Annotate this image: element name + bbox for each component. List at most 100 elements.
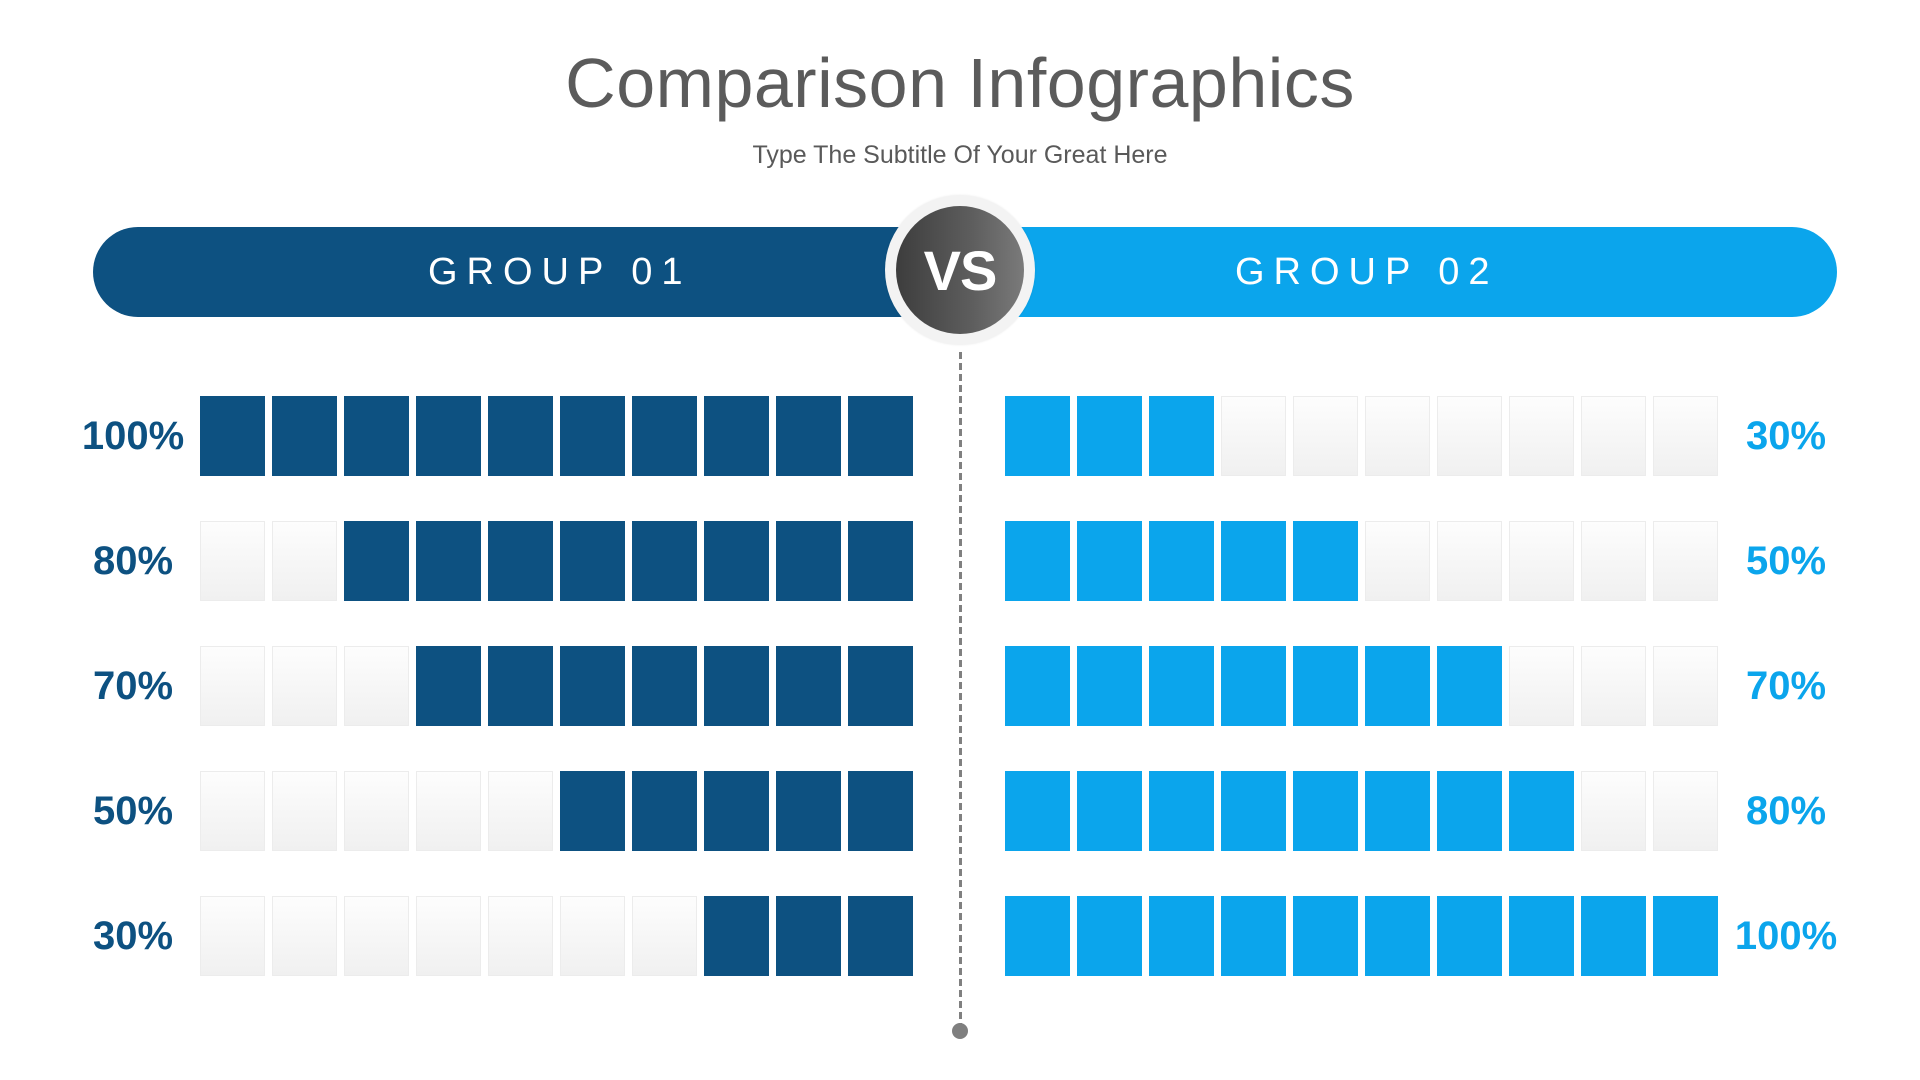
group-02-bar [1005, 896, 1718, 976]
group-01-bar [200, 896, 913, 976]
group-02-percent-label: 100% [1734, 913, 1838, 958]
empty-cell [272, 771, 337, 851]
group-02-percent-label: 30% [1745, 413, 1827, 458]
empty-cell [344, 771, 409, 851]
filled-cell [560, 396, 625, 476]
filled-cell [848, 771, 913, 851]
filled-cell [776, 396, 841, 476]
empty-cell [1221, 396, 1286, 476]
filled-cell [1221, 771, 1286, 851]
empty-cell [1365, 521, 1430, 601]
filled-cell [776, 771, 841, 851]
filled-cell [344, 396, 409, 476]
filled-cell [1509, 896, 1574, 976]
empty-cell [1581, 646, 1646, 726]
filled-cell [1005, 521, 1070, 601]
vs-label: VS [923, 238, 998, 302]
filled-cell [632, 521, 697, 601]
filled-cell [560, 521, 625, 601]
filled-cell [1581, 896, 1646, 976]
filled-cell [1149, 896, 1214, 976]
group-02-bar [1005, 521, 1718, 601]
group-01-bar [200, 521, 913, 601]
vs-circle: VS [896, 206, 1024, 334]
empty-cell [344, 896, 409, 976]
empty-cell [1437, 396, 1502, 476]
group-01-bar [200, 771, 913, 851]
filled-cell [1149, 646, 1214, 726]
divider-end-dot [952, 1023, 968, 1039]
filled-cell [1293, 646, 1358, 726]
filled-cell [848, 521, 913, 601]
empty-cell [1365, 396, 1430, 476]
group-01-percent-label: 80% [92, 538, 174, 583]
filled-cell [1077, 646, 1142, 726]
filled-cell [704, 396, 769, 476]
filled-cell [1437, 646, 1502, 726]
filled-cell [776, 646, 841, 726]
empty-cell [272, 646, 337, 726]
filled-cell [560, 771, 625, 851]
empty-cell [1437, 521, 1502, 601]
empty-cell [272, 896, 337, 976]
group-02-percent-label: 70% [1745, 663, 1827, 708]
filled-cell [272, 396, 337, 476]
group-01-bar [200, 396, 913, 476]
filled-cell [632, 396, 697, 476]
group-02-percent-label: 80% [1745, 788, 1827, 833]
filled-cell [1509, 771, 1574, 851]
filled-cell [704, 521, 769, 601]
filled-cell [1149, 396, 1214, 476]
group-01-bar [200, 646, 913, 726]
filled-cell [1221, 896, 1286, 976]
empty-cell [1653, 646, 1718, 726]
filled-cell [560, 646, 625, 726]
empty-cell [416, 771, 481, 851]
filled-cell [1149, 521, 1214, 601]
empty-cell [200, 771, 265, 851]
filled-cell [1149, 771, 1214, 851]
group-01-label: GROUP 01 [428, 250, 692, 293]
group-02-header: GROUP 02 [947, 227, 1837, 317]
filled-cell [704, 896, 769, 976]
empty-cell [200, 896, 265, 976]
filled-cell [1005, 646, 1070, 726]
filled-cell [1005, 896, 1070, 976]
filled-cell [848, 396, 913, 476]
filled-cell [416, 646, 481, 726]
page-title: Comparison Infographics [565, 44, 1355, 122]
empty-cell [632, 896, 697, 976]
group-02-label: GROUP 02 [1235, 250, 1499, 293]
filled-cell [1365, 646, 1430, 726]
group-01-percent-label: 70% [92, 663, 174, 708]
filled-cell [1077, 396, 1142, 476]
group-01-percent-label: 100% [81, 413, 185, 458]
center-dashed-divider [959, 352, 962, 1024]
empty-cell [1509, 521, 1574, 601]
filled-cell [632, 771, 697, 851]
vs-badge: VS [885, 195, 1035, 345]
filled-cell [1365, 771, 1430, 851]
empty-cell [488, 896, 553, 976]
filled-cell [848, 646, 913, 726]
group-01-percent-label: 30% [92, 913, 174, 958]
empty-cell [1653, 396, 1718, 476]
empty-cell [200, 521, 265, 601]
filled-cell [1221, 521, 1286, 601]
filled-cell [488, 396, 553, 476]
filled-cell [200, 396, 265, 476]
filled-cell [488, 521, 553, 601]
filled-cell [488, 646, 553, 726]
filled-cell [1293, 521, 1358, 601]
filled-cell [704, 771, 769, 851]
filled-cell [1005, 771, 1070, 851]
empty-cell [1653, 521, 1718, 601]
empty-cell [416, 896, 481, 976]
empty-cell [488, 771, 553, 851]
filled-cell [1293, 771, 1358, 851]
empty-cell [344, 646, 409, 726]
empty-cell [1293, 396, 1358, 476]
group-02-bar [1005, 646, 1718, 726]
filled-cell [1077, 896, 1142, 976]
filled-cell [776, 896, 841, 976]
